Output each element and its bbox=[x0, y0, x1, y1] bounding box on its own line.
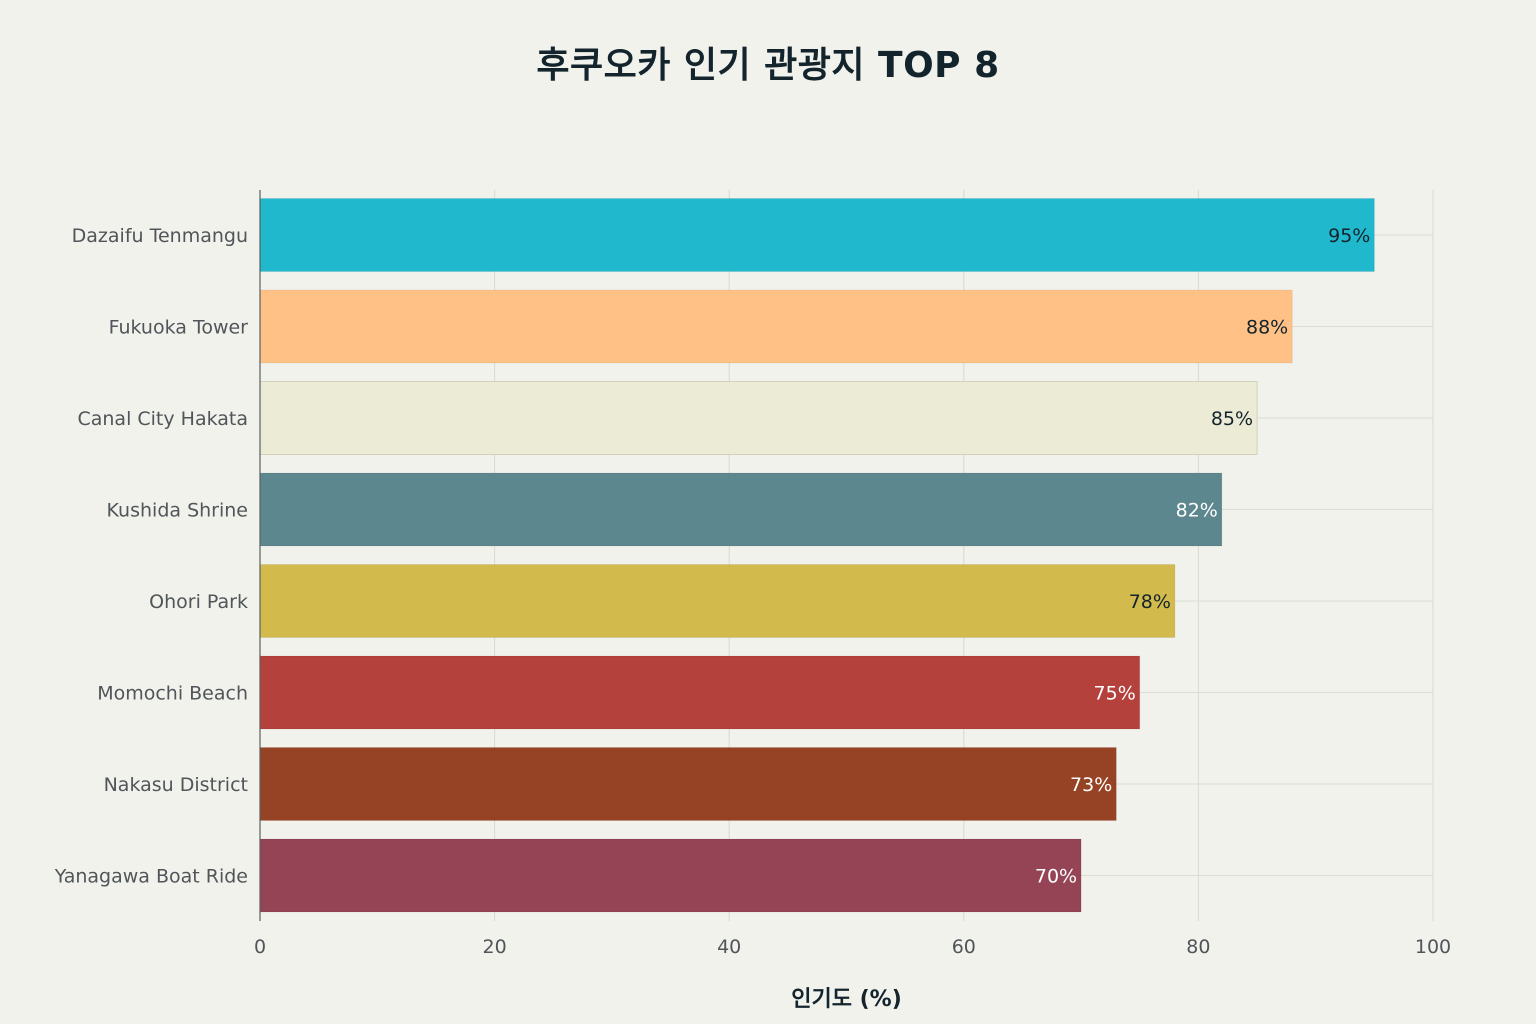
bar bbox=[259, 564, 1176, 638]
value-label: 95% bbox=[1328, 225, 1370, 247]
value-labels: 95% 88% 85% 82% 78% 75% 73% 70% bbox=[1035, 225, 1370, 888]
category-label: Kushida Shrine bbox=[107, 500, 248, 522]
bar bbox=[259, 289, 1293, 364]
x-tick-label: 20 bbox=[483, 936, 507, 958]
bar bbox=[259, 655, 1141, 730]
x-tick-label: 60 bbox=[952, 936, 976, 958]
value-label: 73% bbox=[1070, 774, 1112, 796]
bars bbox=[259, 198, 1375, 913]
category-label: Momochi Beach bbox=[97, 683, 248, 705]
value-label: 75% bbox=[1094, 683, 1136, 705]
value-label: 70% bbox=[1035, 866, 1077, 888]
bar bbox=[259, 381, 1258, 455]
category-labels: Dazaifu Tenmangu Fukuoka Tower Canal City … bbox=[54, 225, 248, 888]
bar bbox=[259, 472, 1223, 547]
value-label: 78% bbox=[1129, 591, 1171, 613]
category-label: Ohori Park bbox=[149, 591, 248, 613]
bar bbox=[259, 198, 1375, 272]
category-label: Fukuoka Tower bbox=[109, 317, 249, 339]
category-label: Yanagawa Boat Ride bbox=[54, 866, 248, 888]
category-label: Canal City Hakata bbox=[77, 408, 248, 430]
value-label: 88% bbox=[1246, 317, 1288, 339]
chart-title: 후쿠오카 인기 관광지 TOP 8 bbox=[536, 45, 1000, 86]
bar bbox=[259, 747, 1117, 821]
category-label: Dazaifu Tenmangu bbox=[72, 225, 248, 247]
value-label: 85% bbox=[1211, 408, 1253, 430]
x-axis-title: 인기도 (%) bbox=[791, 987, 902, 1012]
x-tick-labels: 0 20 40 60 80 100 bbox=[254, 936, 1451, 958]
x-tick-label: 100 bbox=[1415, 936, 1451, 958]
x-tick-label: 40 bbox=[717, 936, 741, 958]
x-tick-label: 0 bbox=[254, 936, 266, 958]
bar bbox=[259, 838, 1082, 913]
x-tick-label: 80 bbox=[1186, 936, 1210, 958]
category-label: Nakasu District bbox=[104, 774, 248, 796]
value-label: 82% bbox=[1176, 500, 1218, 522]
